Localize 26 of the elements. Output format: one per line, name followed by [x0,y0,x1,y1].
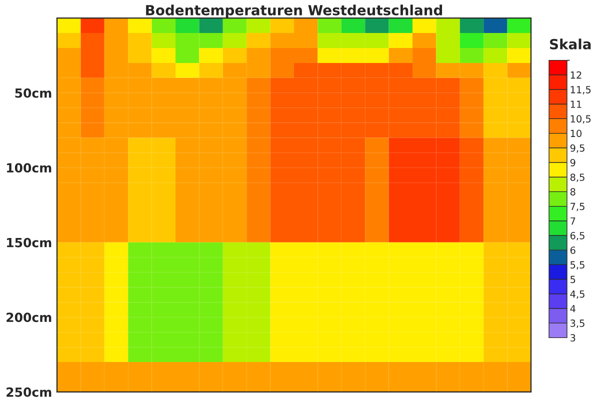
color-bar-label: 7,5 [570,202,584,212]
color-bar-label: 9,5 [570,144,584,153]
color-bar-label: 8,5 [570,174,584,182]
color-bar-label: 11,5 [570,86,591,94]
color-bar-label: 8 [570,188,576,196]
y-tick-label: 150cm [7,238,52,248]
color-bar-title: Skala [550,38,591,50]
color-bar-label: 7 [570,217,576,225]
color-bar-label: 6,5 [570,232,584,240]
y-tick-label: 100cm [7,163,52,173]
color-bar-label: 10 [570,130,582,138]
color-bar-label: 4 [570,305,576,312]
y-tick-label: 200cm [6,312,52,322]
color-bar-label: 3,5 [570,320,584,328]
chart-title: Bodentemperaturen Westdeutschland [146,4,442,18]
color-bar-label: 5 [570,276,576,284]
color-bar-label: 5,5 [570,261,584,270]
color-bar-label: 4,5 [570,290,584,299]
color-bar-label: 3 [570,334,576,342]
color-bar-label: 12 [570,71,582,79]
color-bar-label: 10,5 [570,115,591,124]
y-tick-label: 50cm [15,88,52,98]
color-bar-label: 11 [570,100,582,108]
y-tick-label: 250cm [6,387,52,397]
color-bar-label: 6 [570,246,576,254]
color-bar-label: 9 [570,158,576,166]
